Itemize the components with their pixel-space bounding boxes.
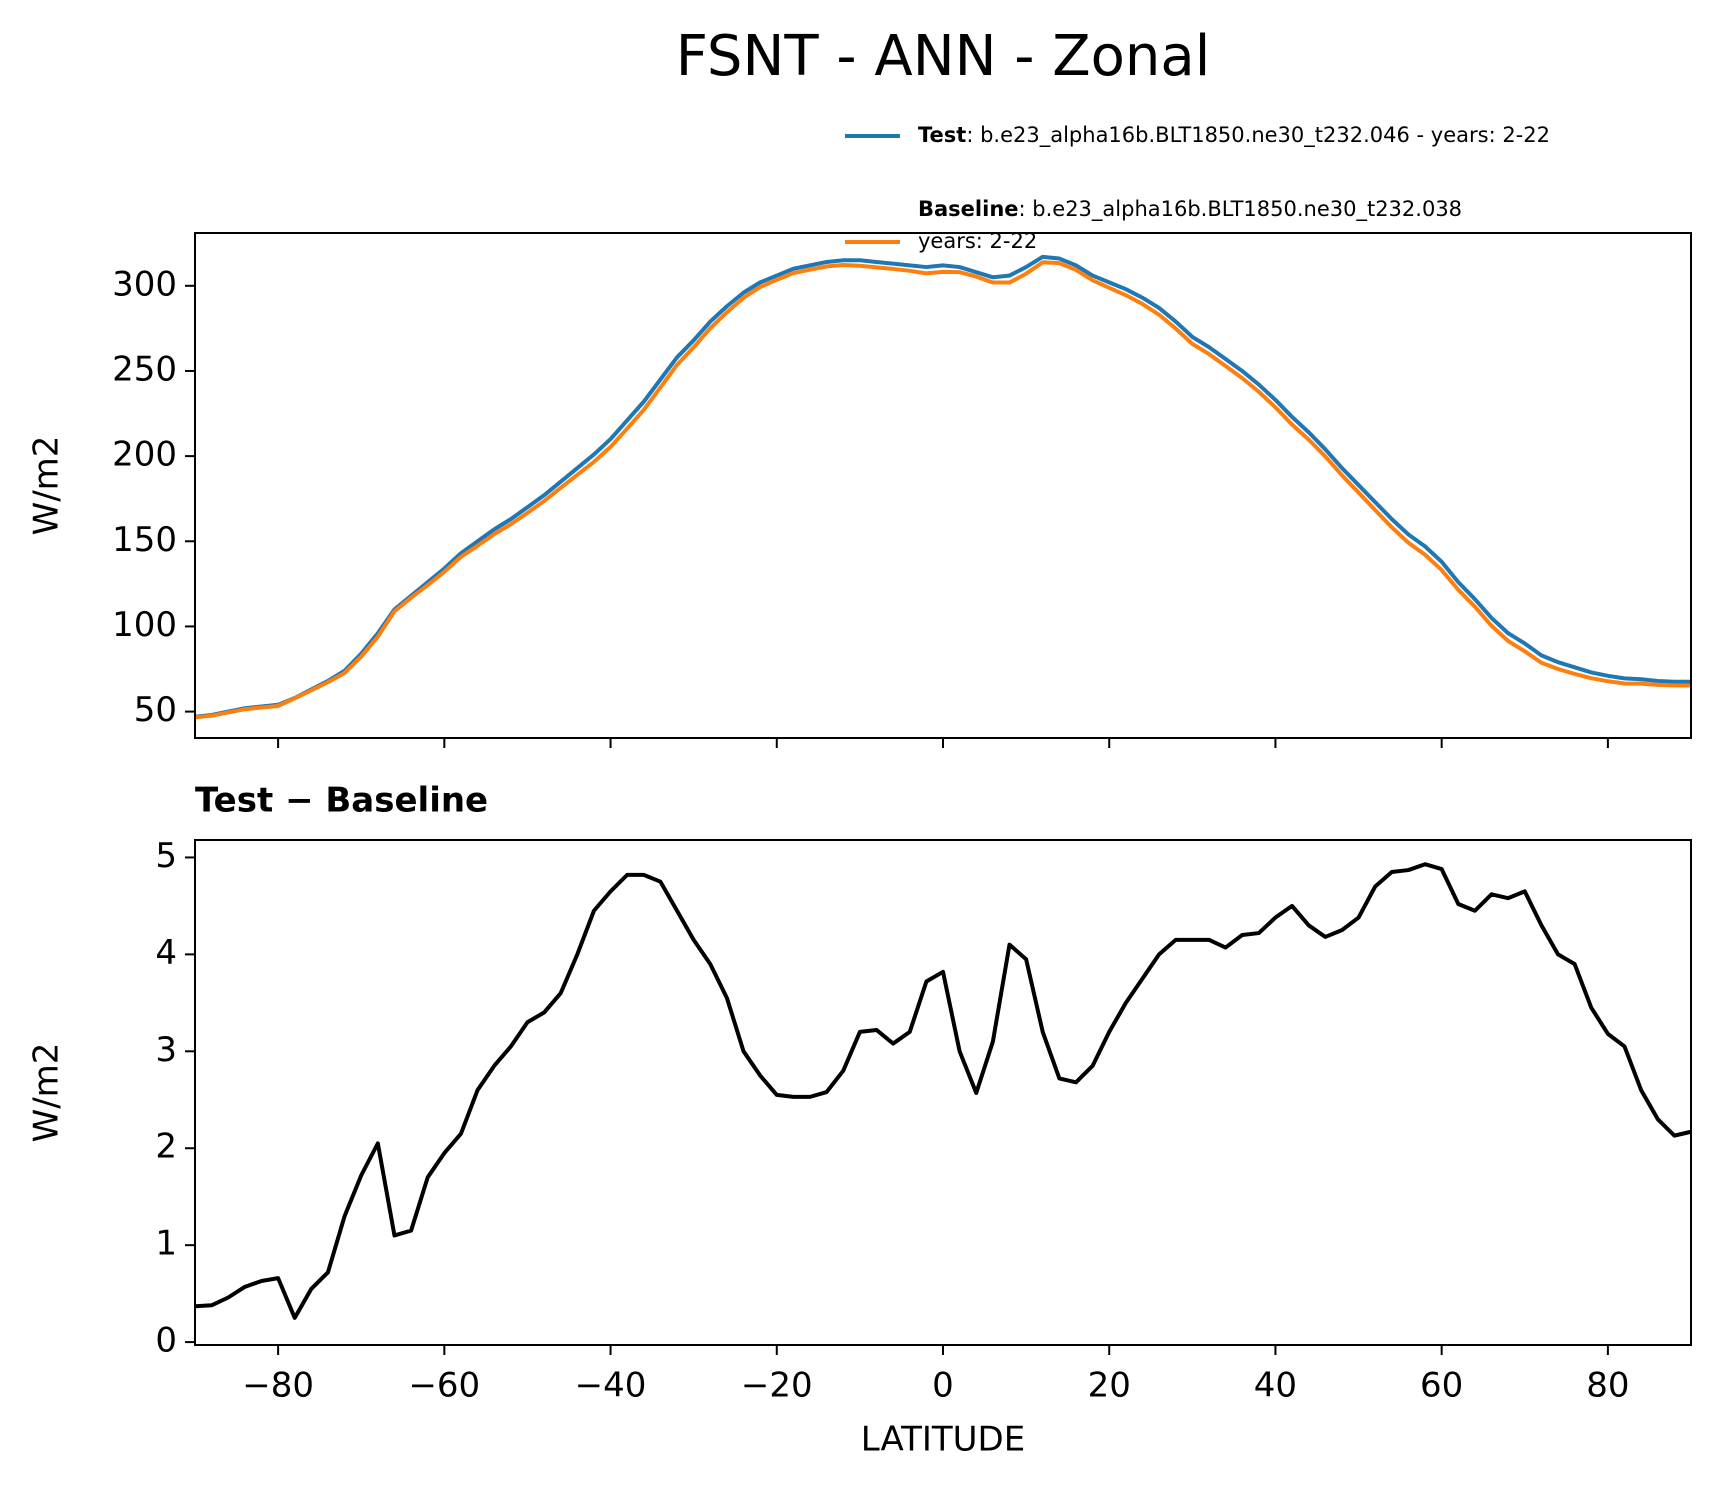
data-line [195,862,1691,1320]
y-tick-label: 0 [155,1321,177,1361]
x-axis-label: LATITUDE [861,1420,1025,1460]
x-tick-label: 20 [1088,1366,1131,1406]
legend-name: Baseline [918,197,1019,221]
x-tick-label: −20 [741,1366,813,1406]
plot-frame [194,232,1692,739]
y-axis-label: W/m2 [27,1043,67,1143]
y-tick-label: 100 [112,605,177,645]
figure-title: FSNT - ANN - Zonal [676,24,1211,89]
x-tick-label: −80 [242,1366,314,1406]
y-tick-label: 150 [112,520,177,560]
x-tick-label: 80 [1586,1366,1629,1406]
legend-description: years: 2-22 [918,229,1037,253]
y-tick-label: 250 [112,349,177,389]
legend-name: Test [918,123,966,147]
x-tick-label: 60 [1420,1366,1463,1406]
y-tick-label: 50 [134,690,177,730]
plot-frame [194,839,1692,1346]
y-tick-label: 1 [155,1224,177,1264]
y-tick-label: 3 [155,1030,177,1070]
subplot-title: Test − Baseline [195,781,488,821]
y-tick-label: 200 [112,435,177,475]
legend-description: : b.e23_alpha16b.BLT1850.ne30_t232.046 -… [966,123,1550,148]
legend-description: : b.e23_alpha16b.BLT1850.ne30_t232.038 [1019,197,1463,222]
legend-label: Test: b.e23_alpha16b.BLT1850.ne30_t232.0… [918,123,1550,148]
y-tick-label: 2 [155,1127,177,1167]
y-axis-label: W/m2 [27,436,67,536]
y-tick-label: 300 [112,264,177,304]
y-tick-label: 4 [155,933,177,973]
x-tick-label: 0 [932,1366,954,1406]
legend-label: Baseline: b.e23_alpha16b.BLT1850.ne30_t2… [918,197,1462,222]
y-tick-label: 5 [155,836,177,876]
data-line [195,260,1691,720]
data-line [195,254,1691,719]
x-tick-label: 40 [1254,1366,1297,1406]
x-tick-label: −60 [408,1366,480,1406]
x-tick-label: −40 [575,1366,647,1406]
